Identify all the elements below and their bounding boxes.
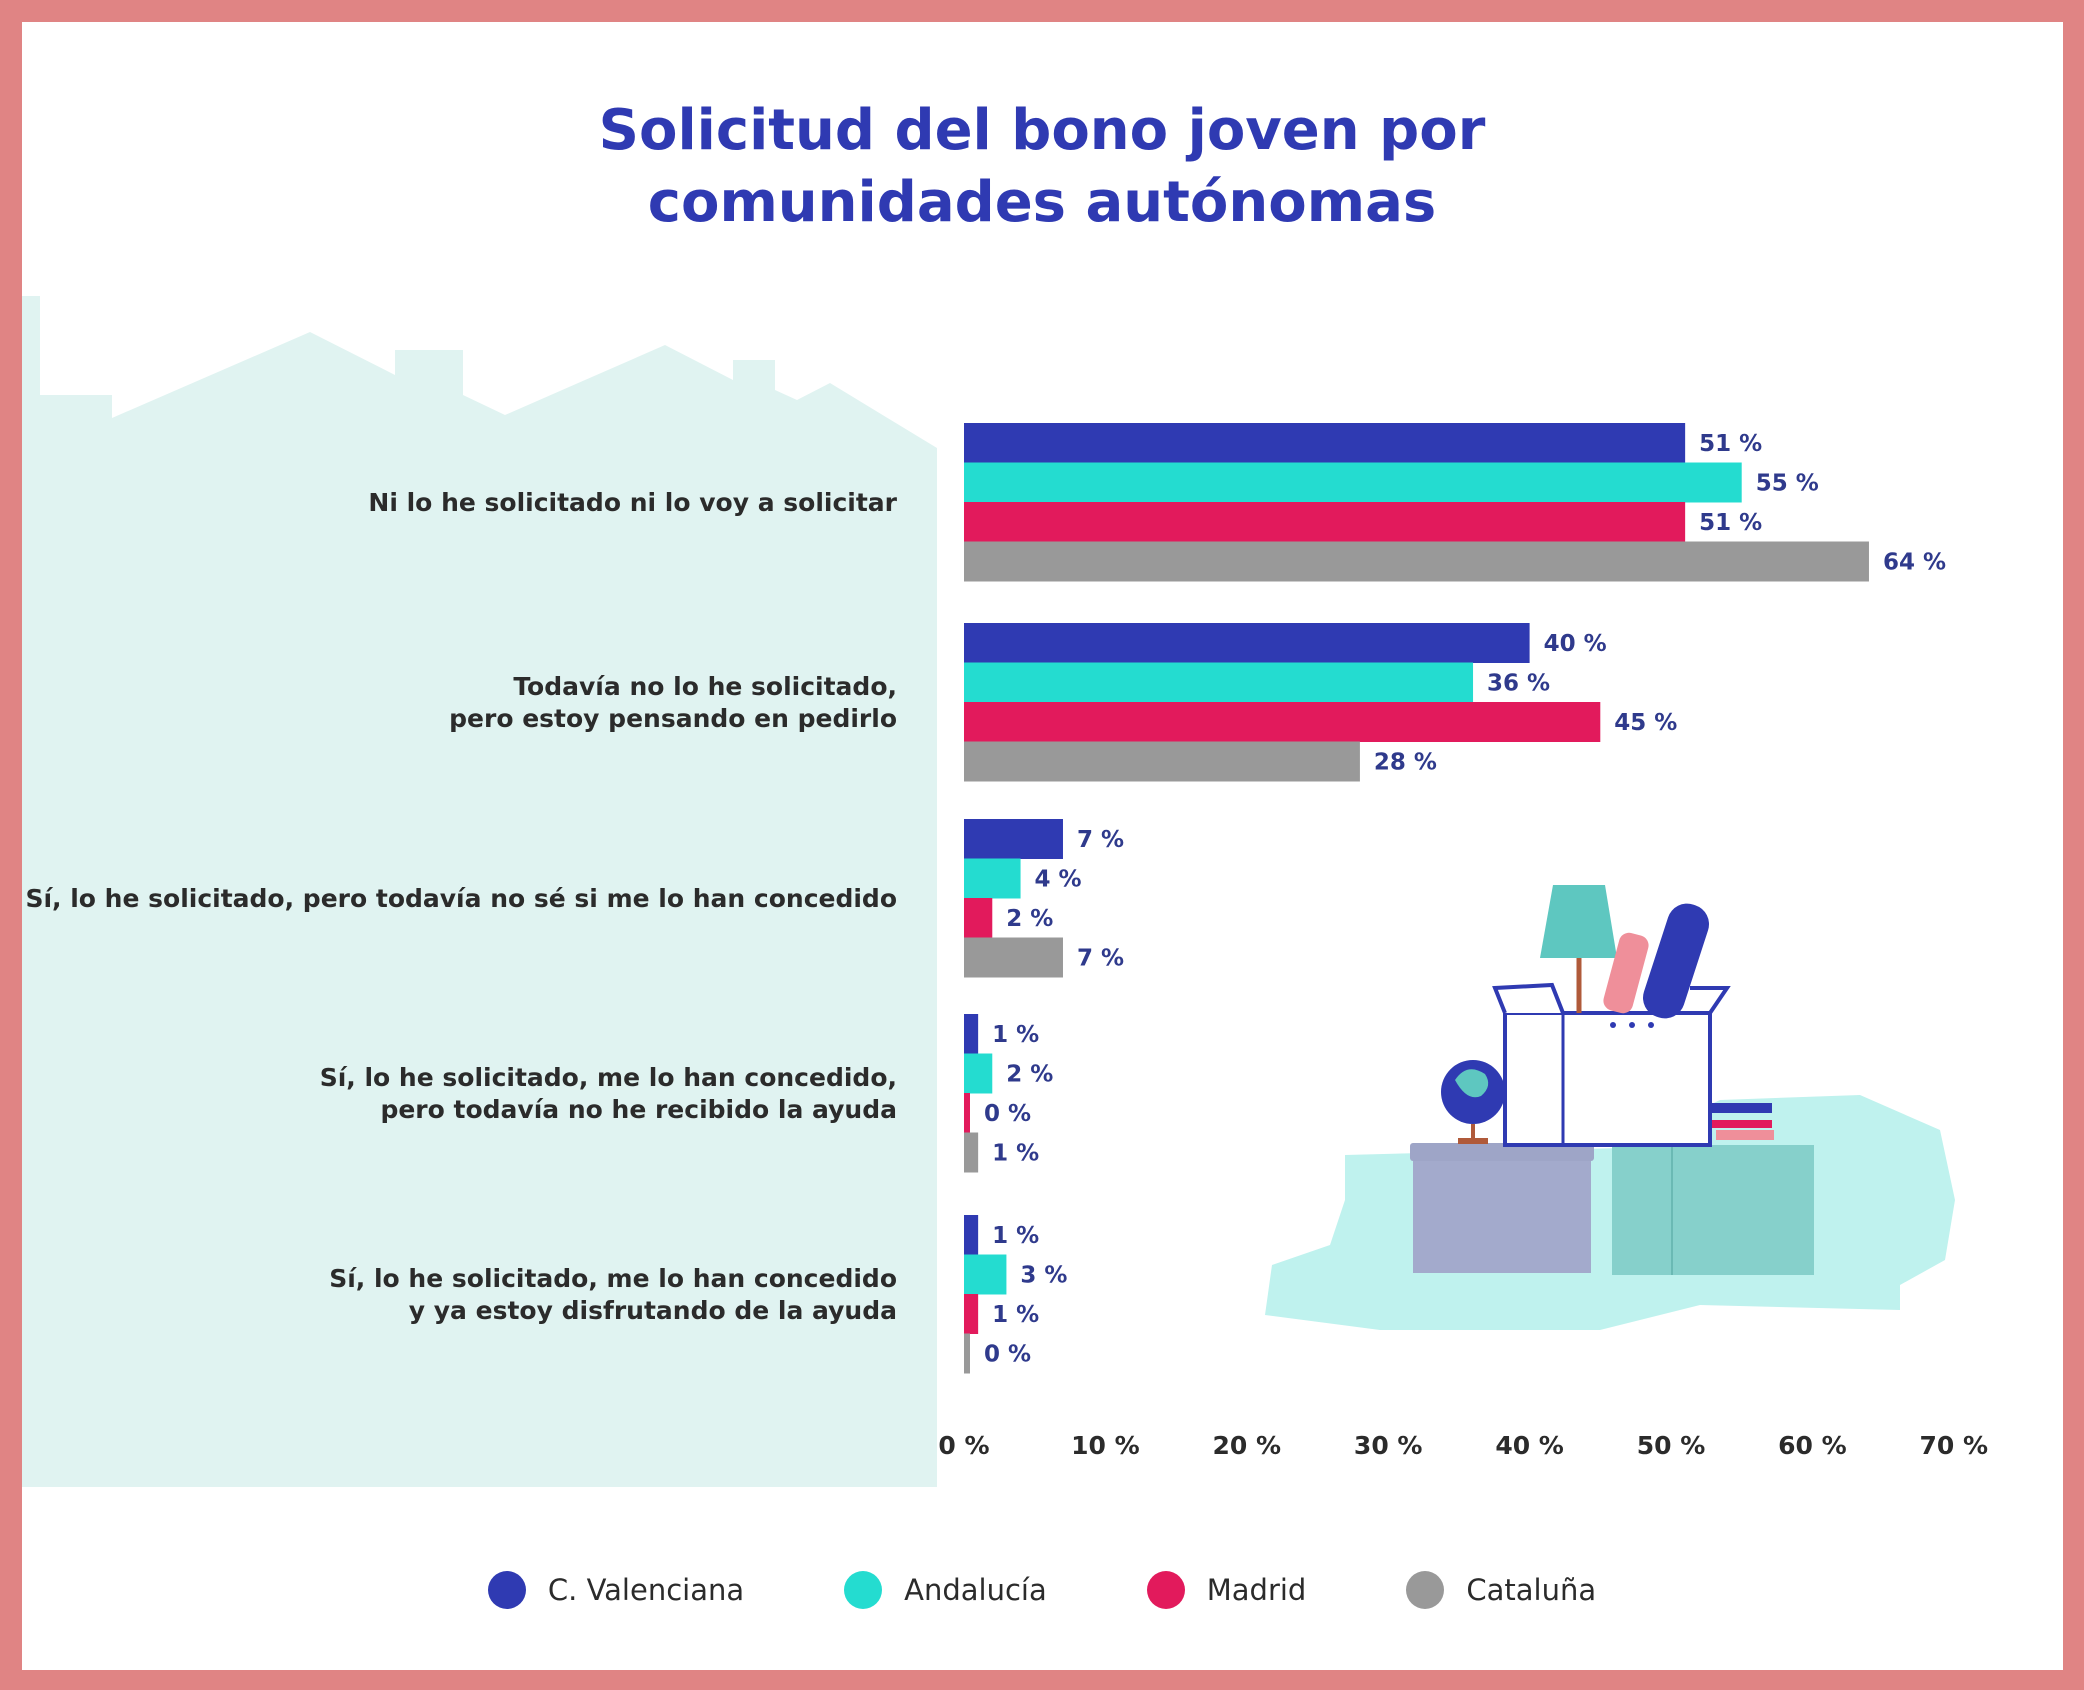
value-label-4-2: 2 % <box>1006 1062 1053 1088</box>
category-label-1-line-1: Ni lo he solicitado ni lo voy a solicita… <box>368 488 897 517</box>
dresser-left <box>1413 1143 1591 1273</box>
dresser-right <box>1612 1145 1814 1275</box>
box-icon <box>1503 1011 1712 1147</box>
chart-title-line-1: Solicitud del bono joven por <box>598 98 1486 163</box>
legend-label-1: C. Valenciana <box>547 1573 745 1607</box>
legend-swatch-1 <box>487 1571 526 1609</box>
value-label-2-3: 45 % <box>1614 710 1677 736</box>
bar-4-1 <box>964 1014 979 1054</box>
blue-roll <box>1642 903 1710 1019</box>
value-label-5-1: 1 % <box>992 1223 1039 1249</box>
legend-item-2: Andalucía <box>844 1571 1047 1609</box>
value-label-3-3: 2 % <box>1006 906 1053 932</box>
bars <box>964 423 1869 1374</box>
value-label-5-2: 3 % <box>1020 1263 1067 1289</box>
bar-2-2 <box>964 662 1474 703</box>
x-axis-ticks: 0 % 10 % 20 % 30 % 40 % 50 % 60 % 70 % <box>938 1431 1988 1460</box>
value-label-5-4: 0 % <box>984 1342 1031 1368</box>
x-tick-label-50: 50 % <box>1637 1431 1706 1460</box>
value-label-4-4: 1 % <box>992 1141 1039 1167</box>
legend-swatch-3 <box>1146 1571 1185 1609</box>
value-label-3-2: 4 % <box>1035 867 1082 893</box>
bar-5-1 <box>964 1215 979 1255</box>
category-label-2-line-2: pero estoy pensando en pedirlo <box>449 704 897 733</box>
bar-1-4 <box>964 541 1869 582</box>
category-label-2-line-1: Todavía no lo he solicitado, <box>513 672 897 701</box>
legend-label-3: Madrid <box>1206 1573 1307 1607</box>
legend-label-2: Andalucía <box>904 1573 1047 1607</box>
value-label-2-2: 36 % <box>1487 671 1550 697</box>
bar-1-3 <box>964 502 1686 542</box>
value-label-1-4: 64 % <box>1883 550 1946 576</box>
bar-3-4 <box>964 937 1063 978</box>
bar-2-3 <box>964 702 1601 742</box>
x-tick-label-20: 20 % <box>1213 1431 1282 1460</box>
rooftop-background <box>22 296 937 1487</box>
books <box>1712 1103 1772 1113</box>
value-labels: 51 % 55 % 51 % 64 % 40 % 36 % 45 % 28 % 7 % 4 % 2 … <box>984 431 1946 1368</box>
value-label-4-1: 1 % <box>992 1022 1039 1048</box>
x-tick-label-10: 10 % <box>1071 1431 1140 1460</box>
value-label-1-3: 51 % <box>1699 510 1762 536</box>
legend-item-1: C. Valenciana <box>487 1571 745 1609</box>
bar-5-2 <box>964 1254 1007 1295</box>
legend-label-4: Cataluña <box>1466 1573 1597 1607</box>
chart-title: Solicitud del bono joven por comunidades… <box>0 95 2084 239</box>
x-tick-label-70: 70 % <box>1920 1431 1989 1460</box>
legend-item-4: Cataluña <box>1406 1571 1596 1609</box>
value-label-3-1: 7 % <box>1077 827 1124 853</box>
category-label-4-line-2: pero todavía no he recibido la ayuda <box>380 1095 897 1124</box>
category-label-5-line-2: y ya estoy disfrutando de la ayuda <box>409 1296 897 1325</box>
legend-item-3: Madrid <box>1146 1571 1307 1609</box>
value-label-5-3: 1 % <box>992 1302 1039 1328</box>
bar-1-1 <box>964 423 1686 463</box>
value-label-2-1: 40 % <box>1544 631 1607 657</box>
bar-5-4 <box>964 1333 970 1374</box>
category-label-4-line-1: Sí, lo he solicitado, me lo han concedid… <box>320 1063 897 1092</box>
x-tick-label-0: 0 % <box>938 1431 989 1460</box>
bar-2-4 <box>964 741 1360 782</box>
x-tick-label-30: 30 % <box>1354 1431 1423 1460</box>
bar-3-1 <box>964 819 1063 859</box>
value-label-1-1: 51 % <box>1699 431 1762 457</box>
x-tick-label-40: 40 % <box>1495 1431 1564 1460</box>
bar-5-3 <box>964 1294 979 1334</box>
value-label-3-4: 7 % <box>1077 946 1124 972</box>
bar-4-3 <box>964 1093 970 1133</box>
chart-title-line-2: comunidades autónomas <box>647 170 1437 235</box>
bar-4-2 <box>964 1053 993 1094</box>
category-label-5-line-1: Sí, lo he solicitado, me lo han concedid… <box>329 1264 897 1293</box>
bar-1-2 <box>964 462 1742 503</box>
bar-2-1 <box>964 623 1530 663</box>
moving-box-illustration <box>1265 885 1955 1330</box>
bar-4-4 <box>964 1132 979 1173</box>
dresser-left-top <box>1410 1143 1594 1161</box>
legend: C. Valenciana Andalucía Madrid Cataluña <box>0 1565 2084 1615</box>
legend-swatch-4 <box>1406 1571 1445 1609</box>
pink-roll <box>1603 932 1649 1014</box>
value-label-2-4: 28 % <box>1374 750 1437 776</box>
category-labels: Ni lo he solicitado ni lo voy a solicita… <box>25 488 897 1325</box>
bar-3-2 <box>964 858 1021 899</box>
lamp-shade <box>1540 885 1617 958</box>
legend-swatch-2 <box>844 1571 883 1609</box>
category-label-3-line-1: Sí, lo he solicitado, pero todavía no sé… <box>25 884 897 913</box>
bar-3-3 <box>964 898 993 938</box>
value-label-1-2: 55 % <box>1756 471 1819 497</box>
x-tick-label-60: 60 % <box>1778 1431 1847 1460</box>
value-label-4-3: 0 % <box>984 1101 1031 1127</box>
